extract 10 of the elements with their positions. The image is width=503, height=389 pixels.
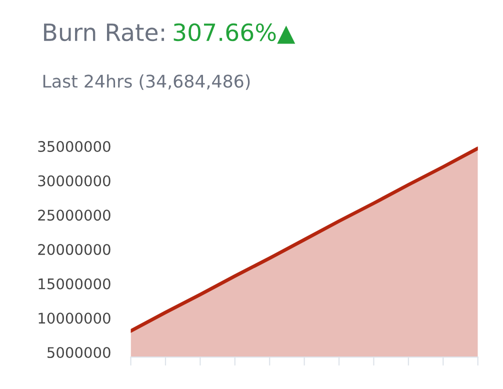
- y-tick-label: 5000000: [48, 347, 110, 358]
- chart-title: Burn Rate:: [44, 24, 164, 42]
- y-tick-label: 35000000: [38, 140, 110, 152]
- y-tick-label: 20000000: [38, 244, 110, 256]
- y-tick-label: 15000000: [38, 278, 110, 290]
- y-tick-label: 10000000: [38, 312, 110, 324]
- y-tick-label: 25000000: [38, 210, 110, 221]
- chart-subtitle: Last 24hrs (34,684,486): [43, 74, 250, 90]
- y-tick-label: 30000000: [38, 175, 110, 186]
- text: 307.66%▲: [174, 23, 296, 44]
